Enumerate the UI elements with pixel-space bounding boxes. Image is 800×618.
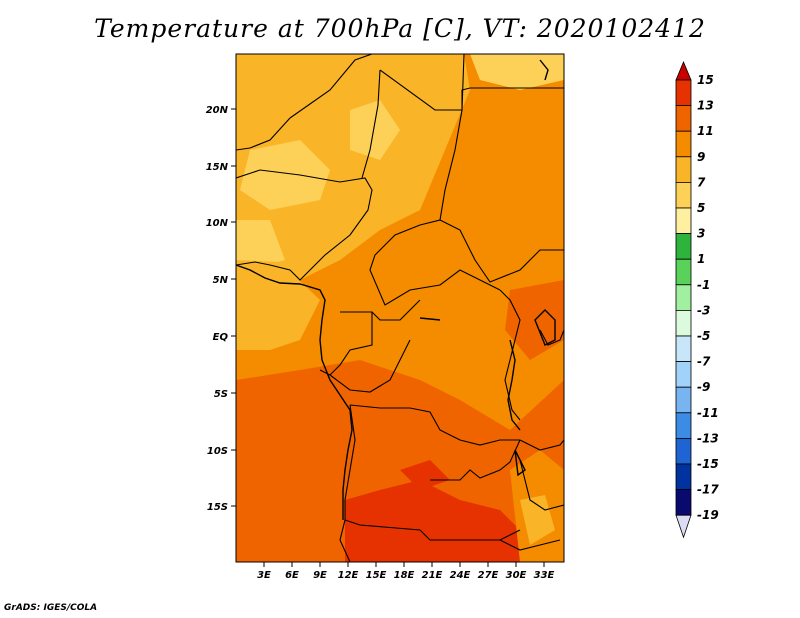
lon-tick-6e: 6E — [285, 570, 299, 581]
colorbar-segment — [675, 156, 692, 183]
lon-tick-24e: 24E — [450, 570, 471, 581]
chart-title: Temperature at 700hPa [C], VT: 202010241… — [94, 14, 706, 43]
colorbar-segment — [675, 361, 692, 388]
lon-tick-9e: 9E — [313, 570, 327, 581]
lat-tick-eq: EQ — [213, 332, 229, 343]
colorbar-segment — [675, 386, 692, 414]
coastlines — [236, 59, 556, 520]
colorbar-segment — [675, 207, 692, 235]
colorbar-segment — [675, 463, 692, 491]
colorbar-segment — [675, 335, 692, 363]
lon-tick-21e: 21E — [422, 570, 443, 581]
footer-credit: GrADS: IGES/COLA — [4, 603, 98, 613]
colorbar-label: -1 — [697, 278, 710, 292]
colorbar-segment — [675, 79, 692, 107]
lat-tick-5n: 5N — [213, 275, 229, 286]
temperature-field — [236, 54, 564, 562]
lat-tick-10n: 10N — [206, 218, 229, 229]
colorbar-bottom-arrow — [675, 514, 692, 539]
colorbar-label: -7 — [697, 355, 711, 369]
colorbar-label: 7 — [697, 175, 706, 189]
colorbar-segment — [675, 489, 692, 516]
colorbar-segment — [675, 437, 692, 465]
colorbar-segment — [675, 412, 692, 439]
colorbar: 15 13 11 9 7 5 3 1 -1 -3 -5 -7 -9 -11 -13 -15 -17 -19 — [675, 60, 719, 539]
colorbar-label: -9 — [697, 380, 710, 394]
lon-tick-18e: 18E — [394, 570, 415, 581]
lon-tick-27e: 27E — [478, 570, 499, 581]
colorbar-label: -5 — [697, 329, 710, 343]
colorbar-label: 3 — [697, 227, 705, 241]
lon-tick-33e: 33E — [534, 570, 555, 581]
colorbar-segment — [675, 258, 692, 286]
colorbar-segment — [675, 105, 692, 132]
colorbar-label: -13 — [697, 431, 719, 445]
colorbar-label: -11 — [697, 406, 719, 420]
colorbar-label: 13 — [697, 99, 714, 113]
lat-tick-5s: 5S — [214, 389, 228, 400]
colorbar-label: -15 — [697, 457, 719, 471]
colorbar-label: 1 — [697, 252, 705, 266]
colorbar-label: 5 — [697, 201, 705, 215]
lat-tick-15s: 15S — [207, 502, 228, 513]
colorbar-label: 11 — [697, 124, 714, 138]
lon-tick-12e: 12E — [338, 570, 359, 581]
colorbar-segment — [675, 309, 692, 337]
colorbar-label: -17 — [697, 483, 719, 497]
lon-tick-3e: 3E — [257, 570, 271, 581]
colorbar-segment — [675, 233, 692, 260]
lat-tick-10s: 10S — [207, 446, 228, 457]
colorbar-segment — [675, 130, 692, 158]
colorbar-label: 15 — [697, 73, 714, 87]
colorbar-segment — [675, 181, 692, 209]
map-frame — [235, 53, 565, 563]
lat-tick-15n: 15N — [206, 162, 229, 173]
lon-tick-30e: 30E — [506, 570, 527, 581]
lon-axis: 3E 6E 9E 12E 15E 18E 21E 24E 27E 30E 33E — [257, 562, 555, 581]
lat-axis: 20N 15N 10N 5N EQ 5S 10S 15S — [206, 105, 236, 513]
colorbar-segment — [675, 284, 692, 311]
lon-tick-15e: 15E — [366, 570, 387, 581]
colorbar-top-arrow — [675, 60, 692, 81]
colorbar-label: -3 — [697, 303, 710, 317]
colorbar-label: -19 — [697, 508, 719, 522]
lat-tick-20n: 20N — [206, 105, 229, 116]
colorbar-label: 9 — [697, 150, 705, 164]
country-borders — [236, 54, 564, 562]
